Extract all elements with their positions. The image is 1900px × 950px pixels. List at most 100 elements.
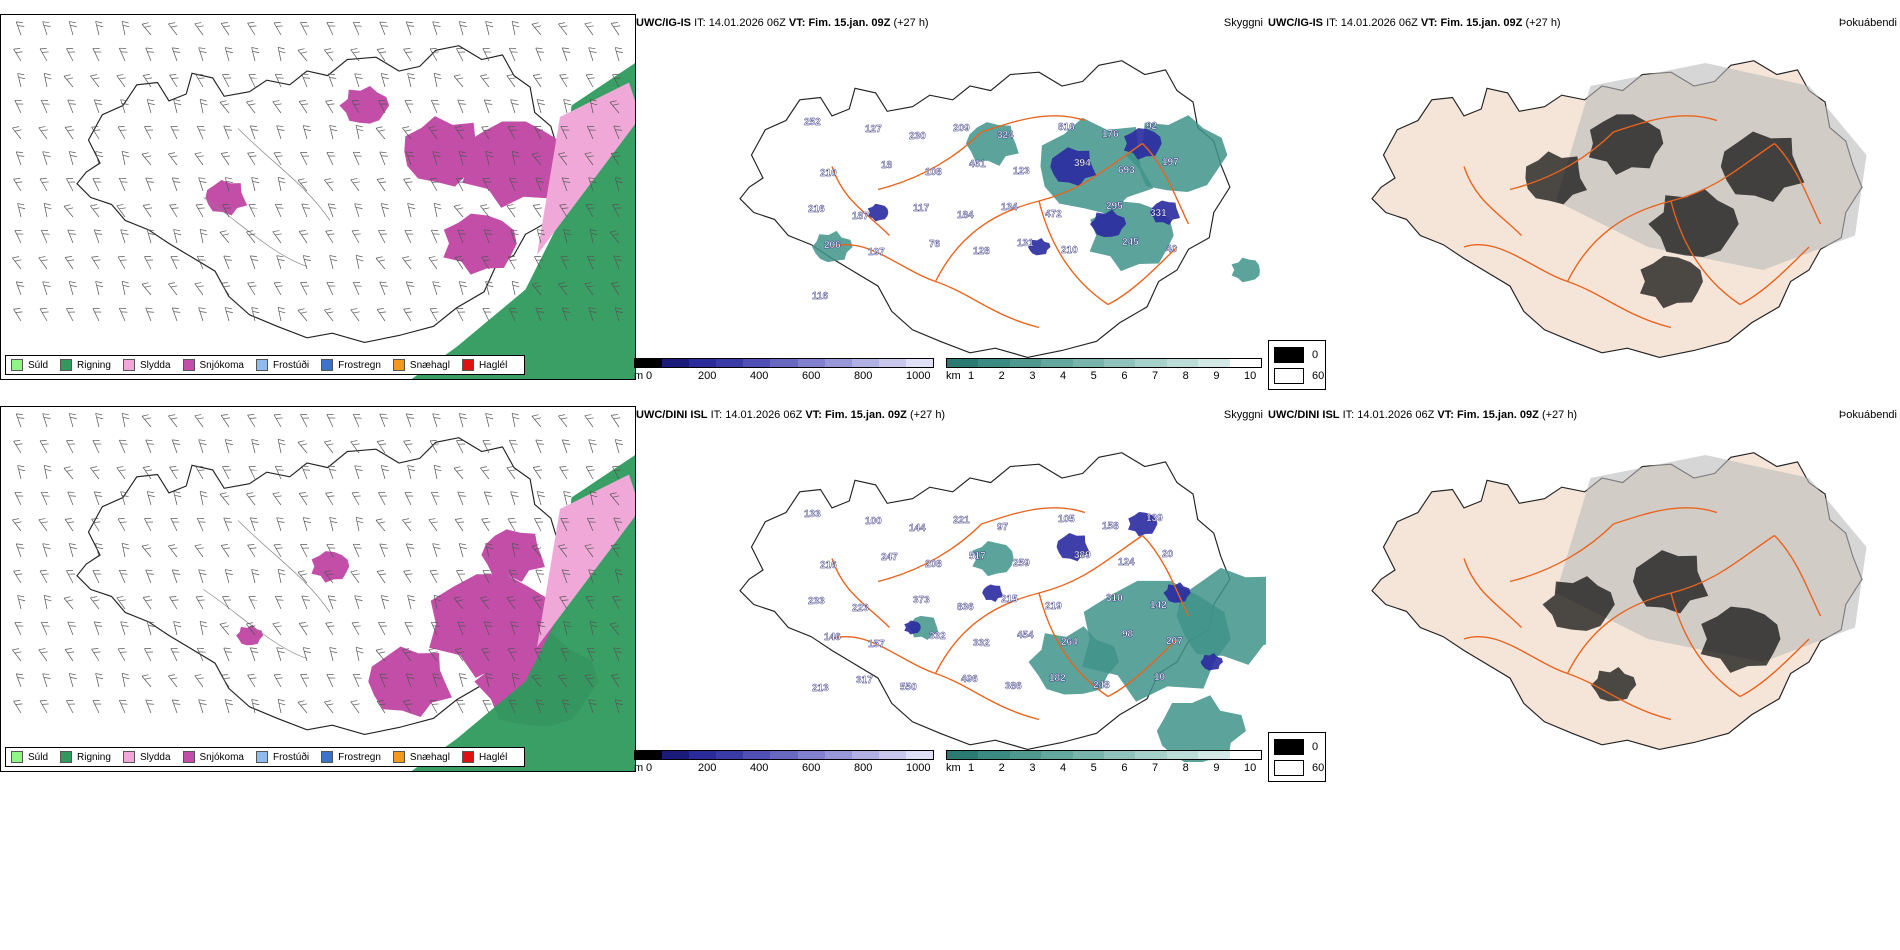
colorbar-tick: 9 — [1213, 370, 1220, 382]
ceiling-value-label: 18 — [881, 160, 893, 171]
ceiling-value-label: 216 — [820, 560, 837, 571]
fog-key-dark-label: 0 — [1312, 741, 1319, 753]
ceiling-value-label: 324 — [997, 130, 1014, 141]
it-label: IT: — [1326, 17, 1338, 29]
ceiling-value-label: 836 — [957, 602, 974, 613]
ceiling-value-label: 394 — [1074, 158, 1091, 169]
fog-key-light-label: 60 — [1312, 370, 1325, 382]
colorbar-tick: 7 — [1152, 370, 1159, 382]
legend-label: Frostregn — [338, 751, 381, 763]
ceiling-value-label: 117 — [913, 203, 930, 214]
visibility-colorbar: km 1 2 3 4 5 6 7 8 9 10 — [946, 750, 1262, 776]
ceiling-value-label: 157 — [868, 639, 885, 650]
colorbar-tick: 3 — [1029, 370, 1036, 382]
valid-time: Fim. 15.jan. 09Z — [1456, 409, 1539, 421]
ceiling-value-label: 176 — [1102, 129, 1119, 140]
legend-label: Haglél — [478, 751, 508, 763]
ceiling-value-label: 317 — [856, 675, 873, 686]
ceiling-value-label: 10 — [1154, 672, 1166, 683]
ceiling-value-label: 182 — [1049, 673, 1066, 684]
legend-swatch — [255, 359, 268, 371]
panel-title: UWC/IG-IS IT: 14.01.2026 06Z VT: Fim. 15… — [1268, 16, 1561, 30]
visibility-map: 133 100 144 221 97 105 158 139 216 247 208 517 259 38… — [739, 452, 1266, 762]
precip-map — [1, 15, 635, 379]
colorbar-tick: 800 — [854, 370, 873, 382]
colorbar-tick: 9 — [1213, 762, 1220, 774]
ceiling-labels: 133 100 144 221 97 105 158 139 216 247 208 517 259 38… — [804, 509, 1184, 694]
ceiling-value-label: 97 — [997, 522, 1009, 533]
panel-title: UWC/DINI ISL IT: 14.01.2026 06Z VT: Fim.… — [636, 408, 945, 422]
legend-label: Slydda — [139, 751, 171, 763]
colorbar-strip — [634, 358, 934, 368]
lead-time: (+27 h) — [893, 17, 929, 29]
fog-key: 0 60 — [1268, 732, 1326, 782]
ceiling-value-label: 221 — [953, 515, 970, 526]
lead-time: (+27 h) — [1541, 409, 1578, 421]
colorbar-tick: 10 — [1244, 370, 1257, 382]
precip-type-panel: UWC/DINI ISL IT: 14.01.2026 06Z VT: Fim.… — [0, 406, 636, 772]
ceiling-value-label: 139 — [1146, 513, 1163, 524]
panel-header: UWC/DINI ISL IT: 14.01.2026 06Z VT: Fim.… — [1266, 406, 1900, 422]
colorbar-tick: 10 — [1244, 762, 1257, 774]
legend-swatch — [122, 751, 135, 763]
ceiling-value-label: 124 — [1118, 557, 1135, 568]
ceiling-value-label: 252 — [804, 117, 821, 128]
ceiling-colorbar: m 0 200 400 600 800 1000 — [634, 358, 934, 384]
legend-swatch — [11, 359, 23, 371]
legend-item: Frostregn — [321, 751, 381, 763]
legend-item: Haglél — [461, 751, 508, 763]
forecast-row-1: UWC/IG-IS IT: 14.01.2026 06Z VT: Fim. 15… — [0, 14, 1900, 394]
colorbar-strip — [634, 750, 934, 760]
legend-swatch — [60, 359, 73, 371]
legend-label: Snæhagl — [409, 751, 450, 763]
legend-swatch — [321, 359, 334, 371]
lead-time: (+27 h) — [1525, 17, 1561, 29]
colorbar-tick: 5 — [1090, 762, 1097, 774]
parameter-name: Þokuábendi — [1838, 17, 1897, 29]
ceiling-value-label: 332 — [929, 631, 946, 642]
ceiling-value-label: 550 — [900, 682, 917, 693]
model-name: UWC/IG-IS — [636, 17, 691, 29]
colorbar-tick: 4 — [1060, 762, 1067, 774]
colorbar-tick: 1000 — [906, 370, 931, 382]
colorbar-strip — [946, 358, 1262, 368]
it-label: IT: — [694, 17, 706, 29]
init-time: 14.01.2026 06Z — [725, 409, 803, 421]
colorbar-tick: 2 — [998, 762, 1005, 774]
fog-key-dark-label: 0 — [1312, 349, 1319, 361]
model-name: UWC/IG-IS — [1268, 17, 1323, 29]
precip-legend: Súld Rigning Slydda Snjókoma Frostúði Frostre… — [5, 355, 526, 375]
ceiling-value-label: 223 — [852, 603, 869, 614]
legend-label: Súld — [28, 359, 49, 371]
fog-key-light-label: 60 — [1312, 762, 1325, 774]
valid-time: Fim. 15.jan. 09Z — [1440, 17, 1523, 29]
visibility-map: 252 127 230 209 324 816 176 92 210 18 108 461 123 394… — [739, 60, 1260, 358]
ceiling-value-label: 197 — [1162, 157, 1179, 168]
legend-item: Slydda — [122, 751, 171, 763]
legend-label: Frostúði — [272, 359, 310, 371]
fog-key-dark-swatch — [1274, 739, 1304, 755]
colorbar-tick: 8 — [1182, 762, 1189, 774]
fog-key-light-swatch — [1274, 368, 1304, 384]
legend-label: Slydda — [139, 359, 171, 371]
ceiling-value-label: 197 — [868, 247, 885, 258]
ceiling-value-label: 264 — [1061, 637, 1078, 648]
ceiling-value-label: 496 — [961, 674, 978, 685]
colorbar-tick: 7 — [1152, 762, 1159, 774]
forecast-row-2: UWC/DINI ISL IT: 14.01.2026 06Z VT: Fim.… — [0, 406, 1900, 786]
legend-item: Rigning — [60, 751, 111, 763]
ceiling-value-label: 517 — [969, 551, 986, 562]
ceiling-value-label: 105 — [1058, 514, 1075, 525]
colorbar-tick: 800 — [854, 762, 873, 774]
colorbar-tick: 1 — [968, 370, 975, 382]
fog-key: 0 60 — [1268, 340, 1326, 390]
ceiling-value-label: 98 — [1122, 629, 1134, 640]
it-label: IT: — [710, 409, 723, 421]
ceiling-value-label: 230 — [909, 131, 926, 142]
map-frame: Súld Rigning Slydda Snjókoma Frostúði Frostre… — [0, 406, 636, 772]
ceiling-value-label: 127 — [865, 124, 882, 135]
colorbar-unit: km — [946, 762, 961, 774]
precip-type-panel: UWC/IG-IS IT: 14.01.2026 06Z VT: Fim. 15… — [0, 14, 636, 380]
vt-label: VT: — [1437, 409, 1454, 421]
legend-swatch — [392, 359, 405, 371]
